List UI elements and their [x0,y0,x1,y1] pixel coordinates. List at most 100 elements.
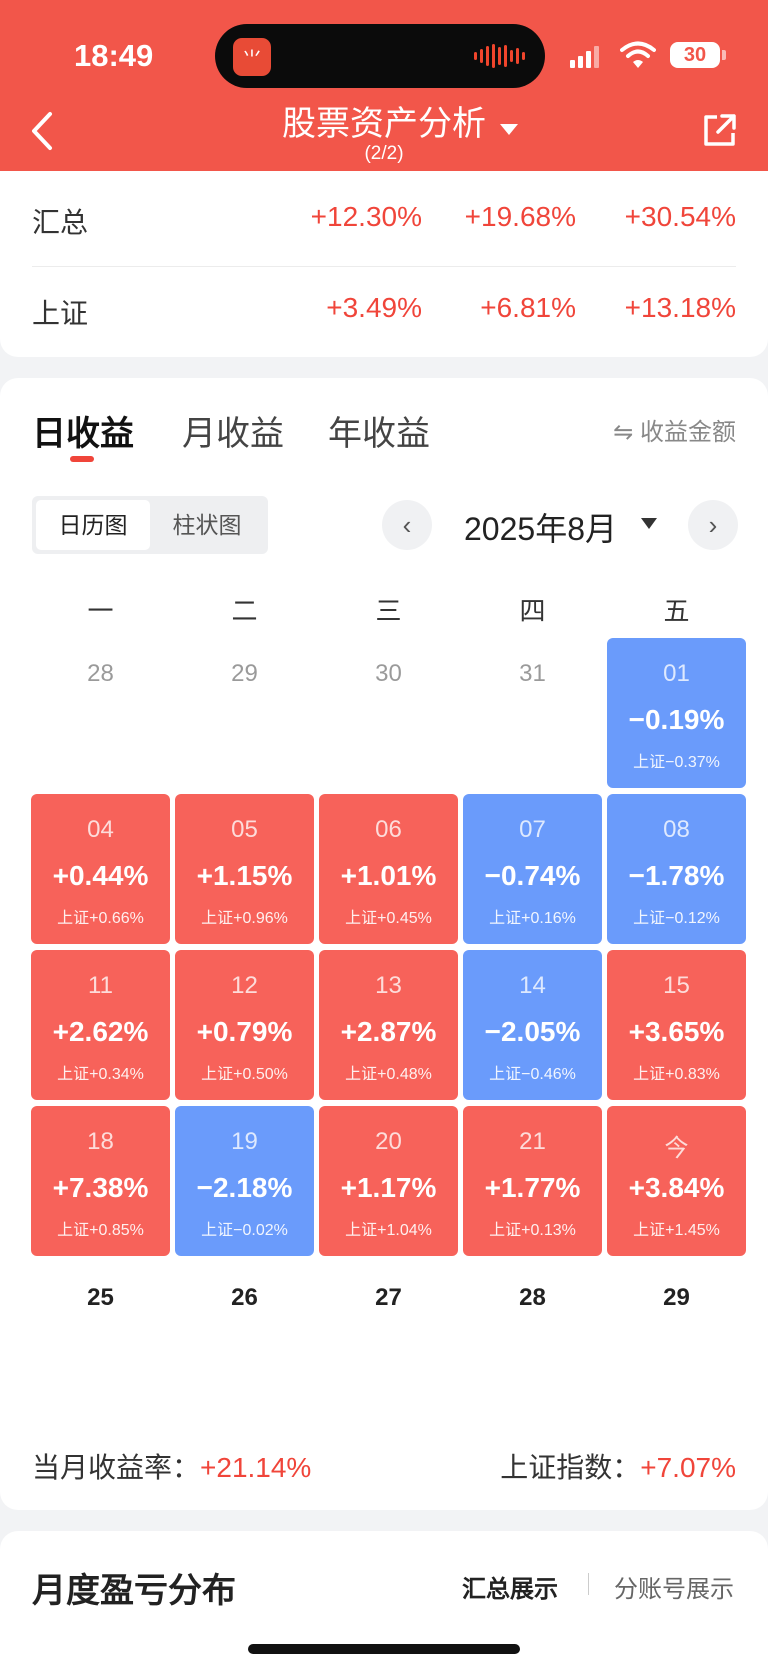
status-time: 18:49 [74,38,154,73]
calendar-day-cell[interactable]: 19 −2.18% 上证−0.02% [175,1106,314,1256]
day-number: 27 [375,1284,402,1311]
calendar-day-cell[interactable]: 18 +7.38% 上证+0.85% [31,1106,170,1256]
day-number: 18 [87,1128,114,1155]
day-return: −2.18% [196,1172,293,1203]
day-return: −2.05% [484,1016,581,1047]
next-month-button[interactable]: › [688,500,738,550]
chevron-left-icon[interactable] [26,110,58,152]
day-index-return: 上证−0.12% [633,910,720,927]
index-return-label: 上证指数： [500,1452,641,1483]
day-index-return: 上证+1.45% [633,1222,720,1239]
audio-wave-icon [474,44,525,68]
tab-yearly[interactable]: 年收益 [328,415,430,453]
calendar-day-cell[interactable]: 08 −1.78% 上证−0.12% [607,794,746,944]
day-number: 28 [87,660,114,687]
day-number: 07 [519,816,546,843]
view-separator [588,1573,589,1595]
day-return: +2.62% [52,1016,149,1047]
day-number: 26 [231,1284,258,1311]
calendar-day-cell[interactable]: 01 −0.19% 上证−0.37% [607,638,746,788]
day-number: 01 [663,660,690,687]
calendar-day-cell: 30 [319,638,458,788]
view-accounts-button[interactable]: 分账号展示 [614,1576,734,1603]
tab-indicator [70,456,94,462]
day-return: +1.17% [340,1172,437,1203]
tab-monthly[interactable]: 月收益 [182,415,284,453]
section-title: 月度盈亏分布 [32,1572,236,1610]
calendar-day-cell[interactable]: 21 +1.77% 上证+0.13% [463,1106,602,1256]
day-return: +1.77% [484,1172,581,1203]
day-number: 11 [88,972,113,999]
month-selector[interactable]: 2025年8月 [464,511,617,547]
summary-value: +3.49% [326,292,422,323]
calendar-day-cell: 31 [463,638,602,788]
day-index-return: 上证+0.45% [345,910,432,927]
day-index-return: 上证+0.85% [57,1222,144,1239]
day-index-return: 上证+0.96% [201,910,288,927]
day-return: +0.79% [196,1016,293,1047]
app-header: 18:49 ⺌ 30 股票资产分析 (2/2) [0,0,768,171]
dynamic-island[interactable]: ⺌ [215,24,545,88]
index-return: 上证指数：+7.07% [500,1446,736,1486]
calendar-day-cell[interactable]: 07 −0.74% 上证+0.16% [463,794,602,944]
day-number: 20 [375,1128,402,1155]
day-index-return: 上证+1.04% [345,1222,432,1239]
prev-month-button[interactable]: ‹ [382,500,432,550]
calendar-day-cell[interactable]: 13 +2.87% 上证+0.48% [319,950,458,1100]
day-index-return: 上证−0.02% [201,1222,288,1239]
signal-icon [570,44,599,68]
bar-view-button[interactable]: 柱状图 [172,512,242,538]
day-number: 19 [231,1128,258,1155]
calendar-day-cell[interactable]: 11 +2.62% 上证+0.34% [31,950,170,1100]
day-return: +2.87% [340,1016,437,1047]
caret-down-icon[interactable] [641,518,657,529]
page-title[interactable]: 股票资产分析 [282,105,486,143]
calendar-day-cell[interactable]: 20 +1.17% 上证+1.04% [319,1106,458,1256]
weekday-fri: 五 [663,596,690,626]
calendar-day-cell[interactable]: 12 +0.79% 上证+0.50% [175,950,314,1100]
day-number: 28 [519,1284,546,1311]
day-index-return: 上证+0.50% [201,1066,288,1083]
tab-daily[interactable]: 日收益 [32,415,134,453]
day-number: 29 [663,1284,690,1311]
day-return: +3.84% [628,1172,725,1203]
view-toggle: 日历图 柱状图 [32,496,268,554]
weekday-wed: 三 [375,596,402,626]
summary-row-name: 汇总 [32,207,89,238]
share-icon[interactable] [702,112,738,148]
weekday-thu: 四 [519,596,546,626]
amount-toggle-button[interactable]: ⇋ 收益金额 [613,419,736,446]
summary-value: +12.30% [310,201,422,232]
calendar-day-cell: 29 [607,1262,746,1322]
calendar-day-cell[interactable]: 15 +3.65% 上证+0.83% [607,950,746,1100]
calendar-day-cell[interactable]: 06 +1.01% 上证+0.45% [319,794,458,944]
day-number: 05 [231,816,258,843]
summary-card: 汇总 +12.30% +19.68% +30.54% 上证 +3.49% +6.… [0,171,768,357]
calendar-day-cell[interactable]: 今 +3.84% 上证+1.45% [607,1106,746,1256]
day-index-return: 上证+0.66% [57,910,144,927]
summary-value: +30.54% [624,201,736,232]
returns-card: 日收益 月收益 年收益 ⇋ 收益金额 日历图 柱状图 ‹ 2025年8月 › 一… [0,378,768,1510]
caret-down-icon[interactable] [500,124,518,135]
day-number: 12 [231,972,258,999]
day-return: −0.74% [484,860,581,891]
title-wrap: 股票资产分析 [0,96,768,145]
calendar-view-button[interactable]: 日历图 [36,500,150,550]
home-indicator[interactable] [248,1644,520,1654]
summary-value: +6.81% [480,292,576,323]
calendar-day-cell[interactable]: 05 +1.15% 上证+0.96% [175,794,314,944]
calendar-day-cell: 26 [175,1262,314,1322]
calendar-day-cell[interactable]: 14 −2.05% 上证−0.46% [463,950,602,1100]
day-return: +1.01% [340,860,437,891]
day-number: 08 [663,816,690,843]
view-total-button[interactable]: 汇总展示 [462,1576,558,1603]
distribution-card: 月度盈亏分布 汇总展示 分账号展示 [0,1531,768,1669]
day-index-return: 上证+0.83% [633,1066,720,1083]
day-number: 06 [375,816,402,843]
index-return-value: +7.07% [640,1452,736,1483]
weekday-tue: 二 [231,596,258,626]
month-return: 当月收益率：+21.14% [32,1446,311,1486]
summary-row-name: 上证 [32,298,89,329]
calendar-day-cell[interactable]: 04 +0.44% 上证+0.66% [31,794,170,944]
day-number: 今 [664,1135,689,1162]
